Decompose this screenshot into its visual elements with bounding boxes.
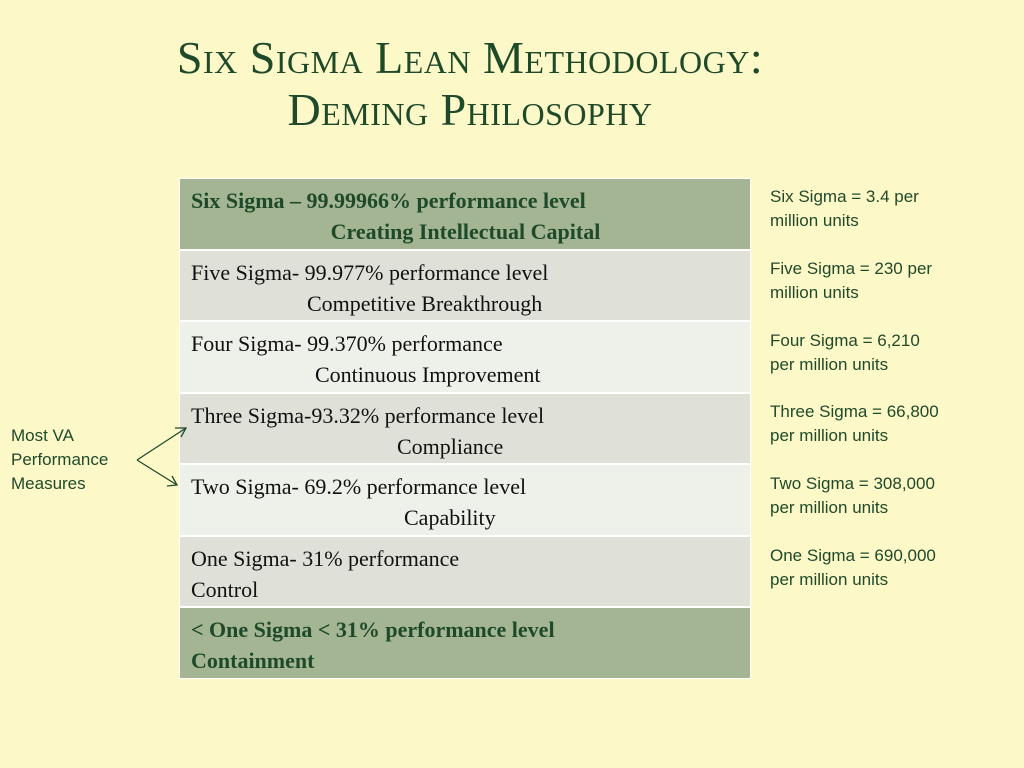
five-sigma-performance: Five Sigma- 99.977% performance level — [191, 259, 549, 285]
table-row-one-sigma: One Sigma- 31% performance Control — [179, 535, 751, 607]
defect-rate-line: per million units — [770, 355, 889, 374]
table-row-two-sigma: Two Sigma- 69.2% performance level Capab… — [179, 464, 751, 536]
defect-rate-line: per million units — [770, 570, 889, 589]
defect-rate-line: million units — [770, 283, 859, 302]
defect-rate-one-sigma: One Sigma = 690,000 per million units — [770, 544, 980, 592]
defect-rate-two-sigma: Two Sigma = 308,000 per million units — [770, 472, 980, 520]
two-sigma-category: Capability — [404, 505, 496, 530]
arrowhead-two-sigma — [166, 475, 179, 487]
note-line-2: Performance — [11, 450, 109, 469]
six-sigma-performance: Six Sigma – 99.99966% performance level — [191, 188, 586, 213]
three-sigma-category: Compliance — [397, 433, 504, 459]
defect-rate-six-sigma: Six Sigma = 3.4 per million units — [770, 185, 980, 233]
below-one-sigma-category: Containment — [191, 648, 315, 673]
two-sigma-performance: Two Sigma- 69.2% performance level — [191, 474, 527, 499]
defect-rate-line: per million units — [770, 498, 889, 517]
defect-rate-line: per million units — [770, 426, 889, 445]
one-sigma-category: Control — [191, 576, 259, 602]
one-sigma-performance: One Sigma- 31% performance — [191, 545, 460, 571]
defect-rate-line: Six Sigma = 3.4 per — [770, 187, 919, 206]
defect-rate-line: One Sigma = 690,000 — [770, 546, 936, 565]
table-row-six-sigma: Six Sigma – 99.99966% performance level … — [179, 178, 751, 250]
defect-rate-line: million units — [770, 211, 859, 230]
defect-rate-four-sigma: Four Sigma = 6,210 per million units — [770, 329, 980, 377]
six-sigma-category: Creating Intellectual Capital — [330, 219, 601, 244]
defect-rate-line: Three Sigma = 66,800 — [770, 402, 939, 421]
slide-title-line-2: Deming Philosophy — [287, 84, 653, 135]
defect-rate-line: Two Sigma = 308,000 — [770, 474, 935, 493]
defect-rate-five-sigma: Five Sigma = 230 per million units — [770, 257, 980, 305]
four-sigma-performance: Four Sigma- 99.370% performance — [191, 331, 503, 356]
table-row-five-sigma: Five Sigma- 99.977% performance level Co… — [179, 249, 751, 321]
sigma-levels-table: Six Sigma – 99.99966% performance level … — [179, 178, 751, 679]
defect-rate-line: Four Sigma = 6,210 — [770, 331, 920, 350]
table-row-four-sigma: Four Sigma- 99.370% performance Continuo… — [179, 321, 751, 393]
defect-rate-three-sigma: Three Sigma = 66,800 per million units — [770, 400, 980, 448]
table-row-three-sigma: Three Sigma-93.32% performance level Com… — [179, 392, 751, 464]
three-sigma-performance: Three Sigma-93.32% performance level — [191, 402, 545, 428]
arrow-to-three-sigma — [136, 427, 187, 461]
arrowhead-three-sigma — [175, 427, 188, 438]
four-sigma-category: Continuous Improvement — [315, 362, 541, 387]
note-line-3: Measures — [11, 474, 86, 493]
note-line-1: Most VA — [11, 426, 74, 445]
table-row-below-one-sigma: < One Sigma < 31% performance level Cont… — [179, 607, 751, 679]
five-sigma-category: Competitive Breakthrough — [307, 290, 543, 316]
slide-title: Six Sigma Lean Methodology: Deming Philo… — [0, 32, 940, 136]
defect-rate-line: Five Sigma = 230 per — [770, 259, 933, 278]
slide-title-line-1: Six Sigma Lean Methodology: — [176, 32, 764, 83]
va-measures-note: Most VA Performance Measures — [11, 424, 108, 496]
arrow-to-two-sigma — [136, 459, 178, 486]
below-one-sigma-performance: < One Sigma < 31% performance level — [191, 617, 555, 642]
